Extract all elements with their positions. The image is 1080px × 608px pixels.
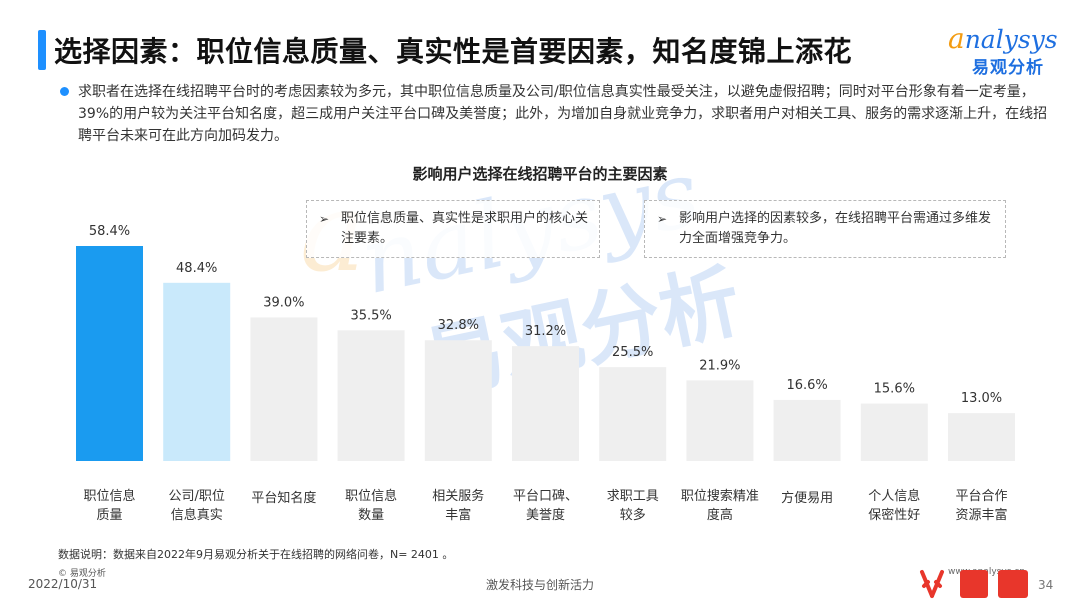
bar-3 — [337, 330, 405, 461]
category-label-2-0: 平台知名度 — [251, 490, 316, 506]
category-label-5-1: 美誉度 — [526, 507, 565, 523]
arrow-bullet-icon: ➢ — [319, 212, 330, 226]
category-label-4-1: 丰富 — [445, 507, 471, 523]
logo-letter-a: a — [948, 22, 965, 55]
intro-paragraph: 求职者在选择在线招聘平台时的考虑因素较为多元，其中职位信息质量及公司/职位信息真… — [78, 84, 1048, 144]
category-label-0-0: 职位信息 — [83, 488, 135, 504]
category-label-6-1: 较多 — [620, 507, 646, 523]
category-label-7-0: 职位搜索精准 — [681, 489, 759, 504]
arrow-bullet-icon: ➢ — [657, 212, 668, 226]
callout-many-factors: ➢ 影响用户选择的因素较多，在线招聘平台需通过多维发力全面增强竞争力。 — [644, 200, 1006, 258]
page-number: 34 — [1038, 578, 1054, 592]
value-label-3: 35.5% — [350, 308, 391, 323]
category-label-10-0: 平台合作 — [955, 489, 1007, 504]
page-title: 选择因素：职位信息质量、真实性是首要因素，知名度锦上添花 — [54, 35, 853, 68]
category-label-5-0: 平台口碑、 — [513, 488, 578, 504]
value-label-9: 15.6% — [874, 382, 915, 397]
value-label-5: 31.2% — [525, 324, 566, 339]
bullet-dot — [60, 87, 69, 96]
analysys-logo: analysys 易观分析 — [948, 25, 1068, 82]
value-label-4: 32.8% — [438, 318, 479, 333]
data-note: 数据说明：数据来自2022年9月易观分析关于在线招聘的网络问卷，N= 2401 … — [58, 548, 454, 561]
value-label-1: 48.4% — [176, 261, 217, 276]
callout-core-factors: ➢ 职位信息质量、真实性是求职用户的核心关注要素。 — [306, 200, 600, 258]
category-label-3-1: 数量 — [358, 508, 384, 523]
category-label-7-1: 度高 — [707, 507, 733, 523]
callout-text: 职位信息质量、真实性是求职用户的核心关注要素。 — [341, 211, 589, 246]
category-label-0-1: 质量 — [96, 508, 122, 523]
corner-brand-logo — [920, 570, 1028, 598]
value-label-0: 58.4% — [89, 224, 130, 239]
value-label-10: 13.0% — [961, 391, 1002, 406]
category-label-3-0: 职位信息 — [345, 488, 397, 504]
category-label-10-1: 资源丰富 — [955, 507, 1007, 523]
value-label-2: 39.0% — [263, 295, 304, 310]
category-label-8-0: 方便易用 — [781, 490, 833, 506]
footer-date: 2022/10/31 — [28, 577, 98, 591]
value-label-7: 21.9% — [699, 358, 740, 373]
category-label-1-1: 信息真实 — [171, 507, 223, 523]
title-accent-bar — [38, 30, 46, 70]
category-label-9-0: 个人信息 — [868, 488, 920, 504]
chart-title: 影响用户选择在线招聘平台的主要因素 — [412, 165, 668, 183]
category-label-4-0: 相关服务 — [432, 488, 484, 504]
bar-6 — [599, 367, 667, 461]
bar-0 — [76, 246, 143, 461]
logo-text-en: nalysys — [964, 25, 1058, 54]
bar-1 — [163, 282, 231, 461]
value-label-6: 25.5% — [612, 345, 653, 360]
bar-5 — [512, 346, 579, 461]
category-label-1-0: 公司/职位 — [169, 489, 225, 504]
bar-4 — [424, 340, 492, 461]
category-label-6-0: 求职工具 — [607, 489, 659, 504]
category-label-9-1: 保密性好 — [868, 507, 920, 523]
bar-2 — [250, 317, 318, 461]
footer-copyright: © 易观分析 — [58, 569, 106, 579]
footer-slogan: 激发科技与创新活力 — [485, 578, 594, 592]
bar-8 — [773, 399, 841, 461]
bar-9 — [860, 403, 928, 461]
logo-text-cn: 易观分析 — [972, 58, 1044, 78]
bar-10 — [948, 413, 1015, 461]
callout-text: 影响用户选择的因素较多，在线招聘平台需通过多维发力全面增强竞争力。 — [679, 211, 992, 246]
value-label-8: 16.6% — [786, 378, 827, 393]
bar-7 — [686, 380, 754, 461]
